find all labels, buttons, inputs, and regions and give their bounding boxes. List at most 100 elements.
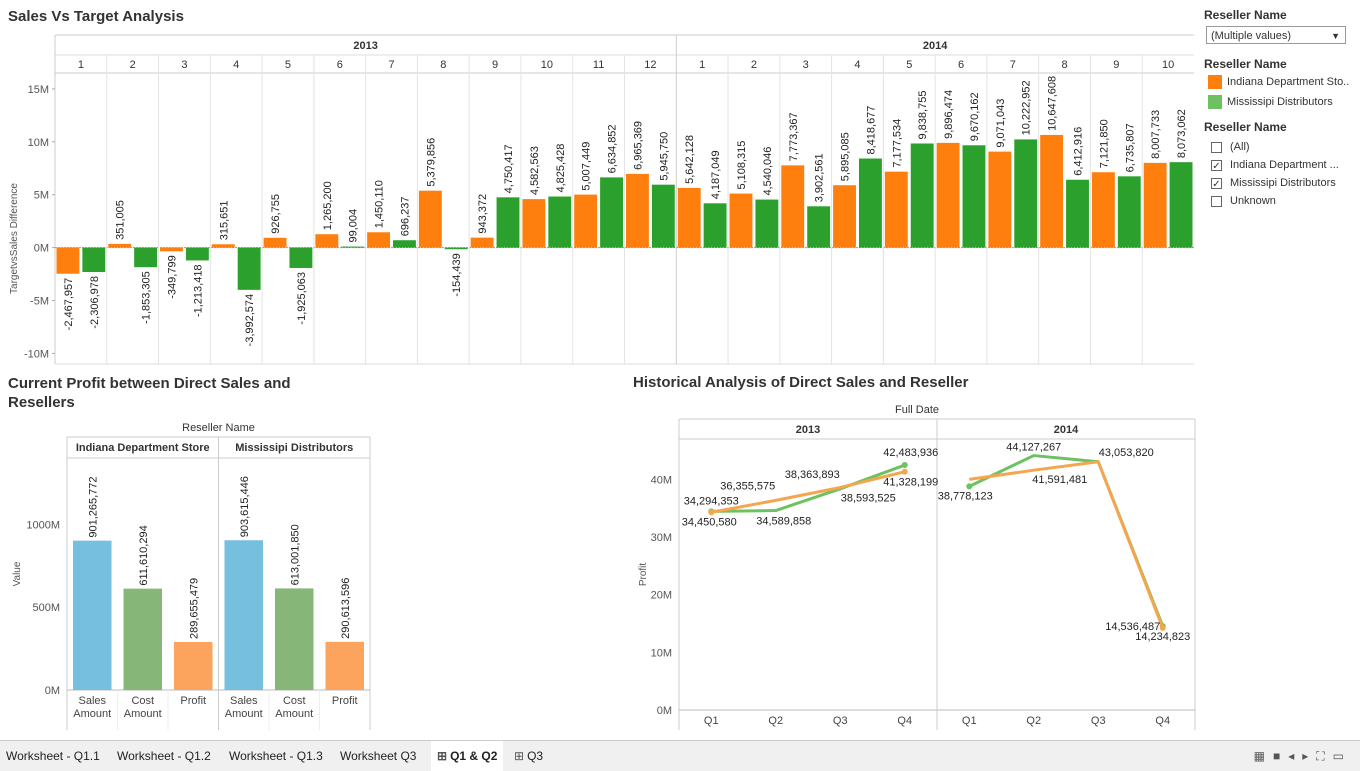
data-label: 10,222,952	[1021, 80, 1033, 135]
checkbox-item[interactable]: Unknown	[1211, 194, 1276, 208]
sheet-tab-bar: Worksheet - Q1.1 Worksheet - Q1.2 Workshee…	[0, 740, 1360, 771]
bar-mississipi	[1066, 179, 1089, 248]
data-label: 34,589,858	[756, 516, 811, 528]
quarter-label: Q4	[897, 715, 912, 727]
year-header: 2014	[1054, 424, 1079, 436]
checkbox-item[interactable]: ✓ Indiana Department ...	[1211, 158, 1339, 172]
quarter-label: Q1	[962, 715, 977, 727]
sales-vs-target-chart: 2013 2014 15M 10M 5M 0M -5M -10M TargetvsSales D…	[9, 34, 1194, 365]
data-label: 5,007,449	[581, 142, 593, 191]
y-tick-label: 0M	[657, 705, 672, 717]
bar-mississipi	[755, 199, 779, 248]
header-label: Full Date	[895, 404, 939, 416]
y-tick-label: -10M	[24, 348, 49, 360]
data-label: -349,799	[166, 255, 178, 298]
data-label: 44,127,267	[1006, 442, 1061, 454]
month-label: 7	[388, 59, 394, 71]
bar-indiana	[936, 142, 960, 248]
data-label: 36,355,575	[720, 480, 775, 492]
bar-mississipi	[858, 158, 882, 248]
bar-mississipi	[444, 247, 468, 250]
point-mississipi	[901, 462, 908, 469]
bar-indiana	[522, 199, 546, 248]
list-view-icon[interactable]: ■	[1272, 749, 1289, 763]
point-indiana	[1159, 624, 1166, 631]
legend-item-indiana[interactable]: Indiana Department Sto..	[1208, 75, 1349, 89]
data-label: 611,610,294	[138, 525, 150, 585]
data-label: 696,237	[399, 196, 411, 236]
month-label: 6	[958, 59, 964, 71]
dropdown-value: (Multiple values)	[1211, 30, 1292, 42]
current-profit-title-line1: Current Profit between Direct Sales and	[8, 375, 291, 392]
sheet-tab[interactable]: Worksheet - Q1.2	[111, 741, 217, 771]
grid-view-icon[interactable]: ▦	[1253, 749, 1273, 763]
sheet-tab[interactable]: Worksheet Q3	[334, 741, 422, 771]
point-indiana	[901, 468, 908, 475]
bar-mississipi	[807, 206, 831, 248]
bar-mississipi	[1169, 162, 1193, 248]
bar-indiana	[263, 237, 287, 248]
bar-indiana	[884, 171, 908, 248]
group-header: Mississipi Distributors	[235, 442, 353, 454]
present-icon[interactable]: ▭	[1332, 749, 1352, 763]
bar-mississipi	[237, 247, 261, 290]
month-label: 1	[78, 59, 84, 71]
y-axis-label: TargetvsSales Difference	[9, 183, 20, 294]
data-label: -3,992,574	[244, 294, 256, 347]
bar-mississipi	[393, 240, 416, 248]
dashboard-icon: ⊞	[437, 749, 448, 763]
sheet-tab-label: Worksheet - Q1.3	[229, 749, 323, 763]
bar-mississipi	[703, 203, 727, 248]
data-label: 6,634,852	[607, 124, 619, 173]
checkbox-item[interactable]: ✓ Mississipi Distributors	[1211, 176, 1336, 190]
sheet-tab[interactable]: Worksheet - Q1.1	[0, 741, 106, 771]
data-label: 8,007,733	[1150, 110, 1162, 159]
bar-indiana	[677, 187, 701, 248]
data-label: 290,613,596	[340, 578, 352, 639]
data-label: 9,670,162	[969, 92, 981, 141]
checkbox-unchecked-icon[interactable]	[1211, 141, 1222, 153]
bar-indiana	[988, 151, 1012, 248]
y-tick-label: 30M	[651, 532, 672, 544]
data-label: -1,853,305	[141, 271, 153, 324]
reseller-dropdown[interactable]: (Multiple values) ▼	[1206, 26, 1346, 44]
data-label: 7,177,534	[891, 119, 903, 168]
data-label: 41,328,199	[883, 477, 938, 489]
prev-icon[interactable]: ◂	[1288, 749, 1303, 763]
checkbox-checked-icon[interactable]: ✓	[1211, 159, 1222, 172]
data-label: 901,265,772	[87, 476, 99, 537]
data-label: 613,001,850	[289, 524, 301, 585]
data-label: 41,591,481	[1032, 474, 1087, 486]
legend-item-mississipi[interactable]: Mississipi Distributors	[1208, 95, 1333, 109]
sheet-tab[interactable]: ⊞ Q3	[508, 741, 549, 771]
month-label: 5	[285, 59, 291, 71]
data-label: 9,896,474	[943, 90, 955, 139]
data-label: -1,213,418	[192, 264, 204, 317]
x-tick-label: Amount	[275, 708, 313, 720]
historical-analysis-title: Historical Analysis of Direct Sales and …	[633, 374, 969, 391]
data-label: 34,450,580	[682, 516, 737, 528]
data-label: 5,945,750	[658, 132, 670, 181]
month-label: 3	[181, 59, 187, 71]
value-bar	[174, 641, 213, 690]
sheet-tab-label: Worksheet Q3	[340, 749, 417, 763]
bar-indiana	[1040, 134, 1064, 248]
bar-mississipi	[82, 247, 106, 273]
month-label: 11	[593, 59, 604, 71]
x-tick-label: Amount	[225, 708, 263, 720]
bar-indiana	[1091, 172, 1115, 248]
data-label: 3,902,561	[814, 153, 826, 202]
month-label: 9	[492, 59, 498, 71]
next-icon[interactable]: ▸	[1302, 749, 1317, 763]
line-indiana	[710, 470, 906, 514]
checkbox-unchecked-icon[interactable]	[1211, 195, 1222, 207]
checkbox-checked-icon[interactable]: ✓	[1211, 177, 1222, 190]
checkbox-item[interactable]: (All)	[1211, 140, 1250, 154]
sheet-tab[interactable]: ⊞ Q1 & Q2	[431, 741, 504, 771]
month-label: 4	[233, 59, 239, 71]
data-label: 6,412,916	[1073, 127, 1085, 176]
sheet-tab[interactable]: Worksheet - Q1.3	[223, 741, 329, 771]
quarter-label: Q2	[1026, 715, 1041, 727]
fit-icon[interactable]: ⛶	[1316, 749, 1333, 763]
bar-indiana	[367, 232, 391, 248]
